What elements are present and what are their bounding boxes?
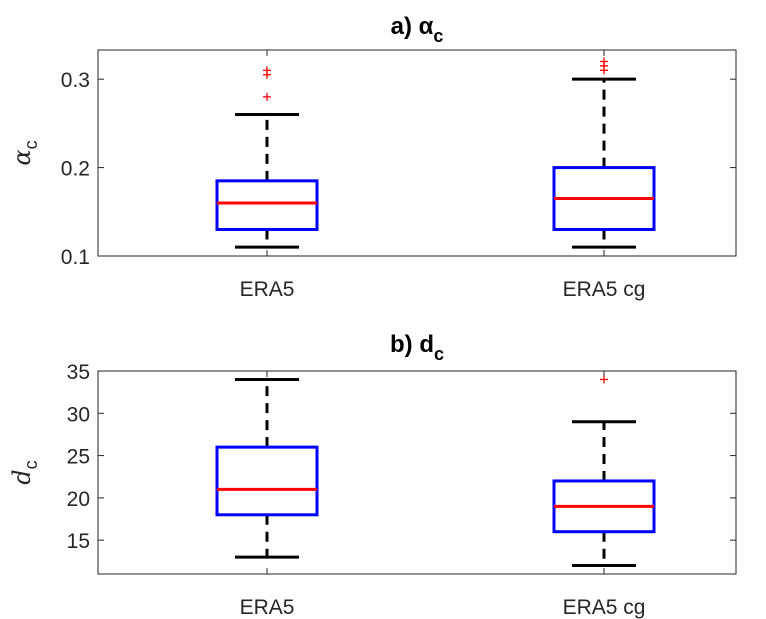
y-tick-label: 0.2 [61, 158, 90, 181]
y-axis-label: αc [8, 140, 41, 165]
plot-area [97, 370, 737, 575]
y-tick-label: 25 [67, 446, 90, 469]
y-axis-label-subscript: c [21, 140, 41, 149]
y-tick-label: 30 [67, 403, 90, 426]
chart-title: a) αc [391, 13, 444, 46]
chart-title-subscript: c [433, 26, 443, 46]
x-tick-label: ERA5 cg [563, 278, 646, 301]
outlier-marker [600, 375, 608, 384]
y-tick-label: 15 [67, 530, 90, 553]
chart-title-text: a) α [391, 13, 434, 40]
outlier-marker [263, 66, 271, 75]
outlier-marker [263, 92, 271, 101]
y-tick-label: 20 [67, 488, 90, 511]
y-axis-label-text: d [8, 469, 36, 484]
y-tick-label: 0.1 [61, 246, 90, 269]
chart-title-text: b) d [390, 331, 434, 358]
y-axis-label: dc [8, 460, 41, 484]
interquartile-box [215, 179, 319, 231]
y-axis-label-text: α [8, 149, 36, 165]
chart-title-subscript: c [434, 344, 444, 364]
y-tick-label: 35 [67, 361, 90, 384]
y-axis-label-subscript: c [21, 460, 41, 469]
x-tick-label: ERA5 cg [563, 596, 646, 619]
x-tick-label: ERA5 [240, 596, 295, 619]
plot-area [97, 49, 737, 257]
y-tick-label: 0.3 [61, 69, 90, 92]
interquartile-box [215, 445, 319, 517]
x-tick-label: ERA5 [240, 278, 295, 301]
outlier-marker [600, 57, 608, 66]
chart-title: b) dc [390, 331, 444, 364]
